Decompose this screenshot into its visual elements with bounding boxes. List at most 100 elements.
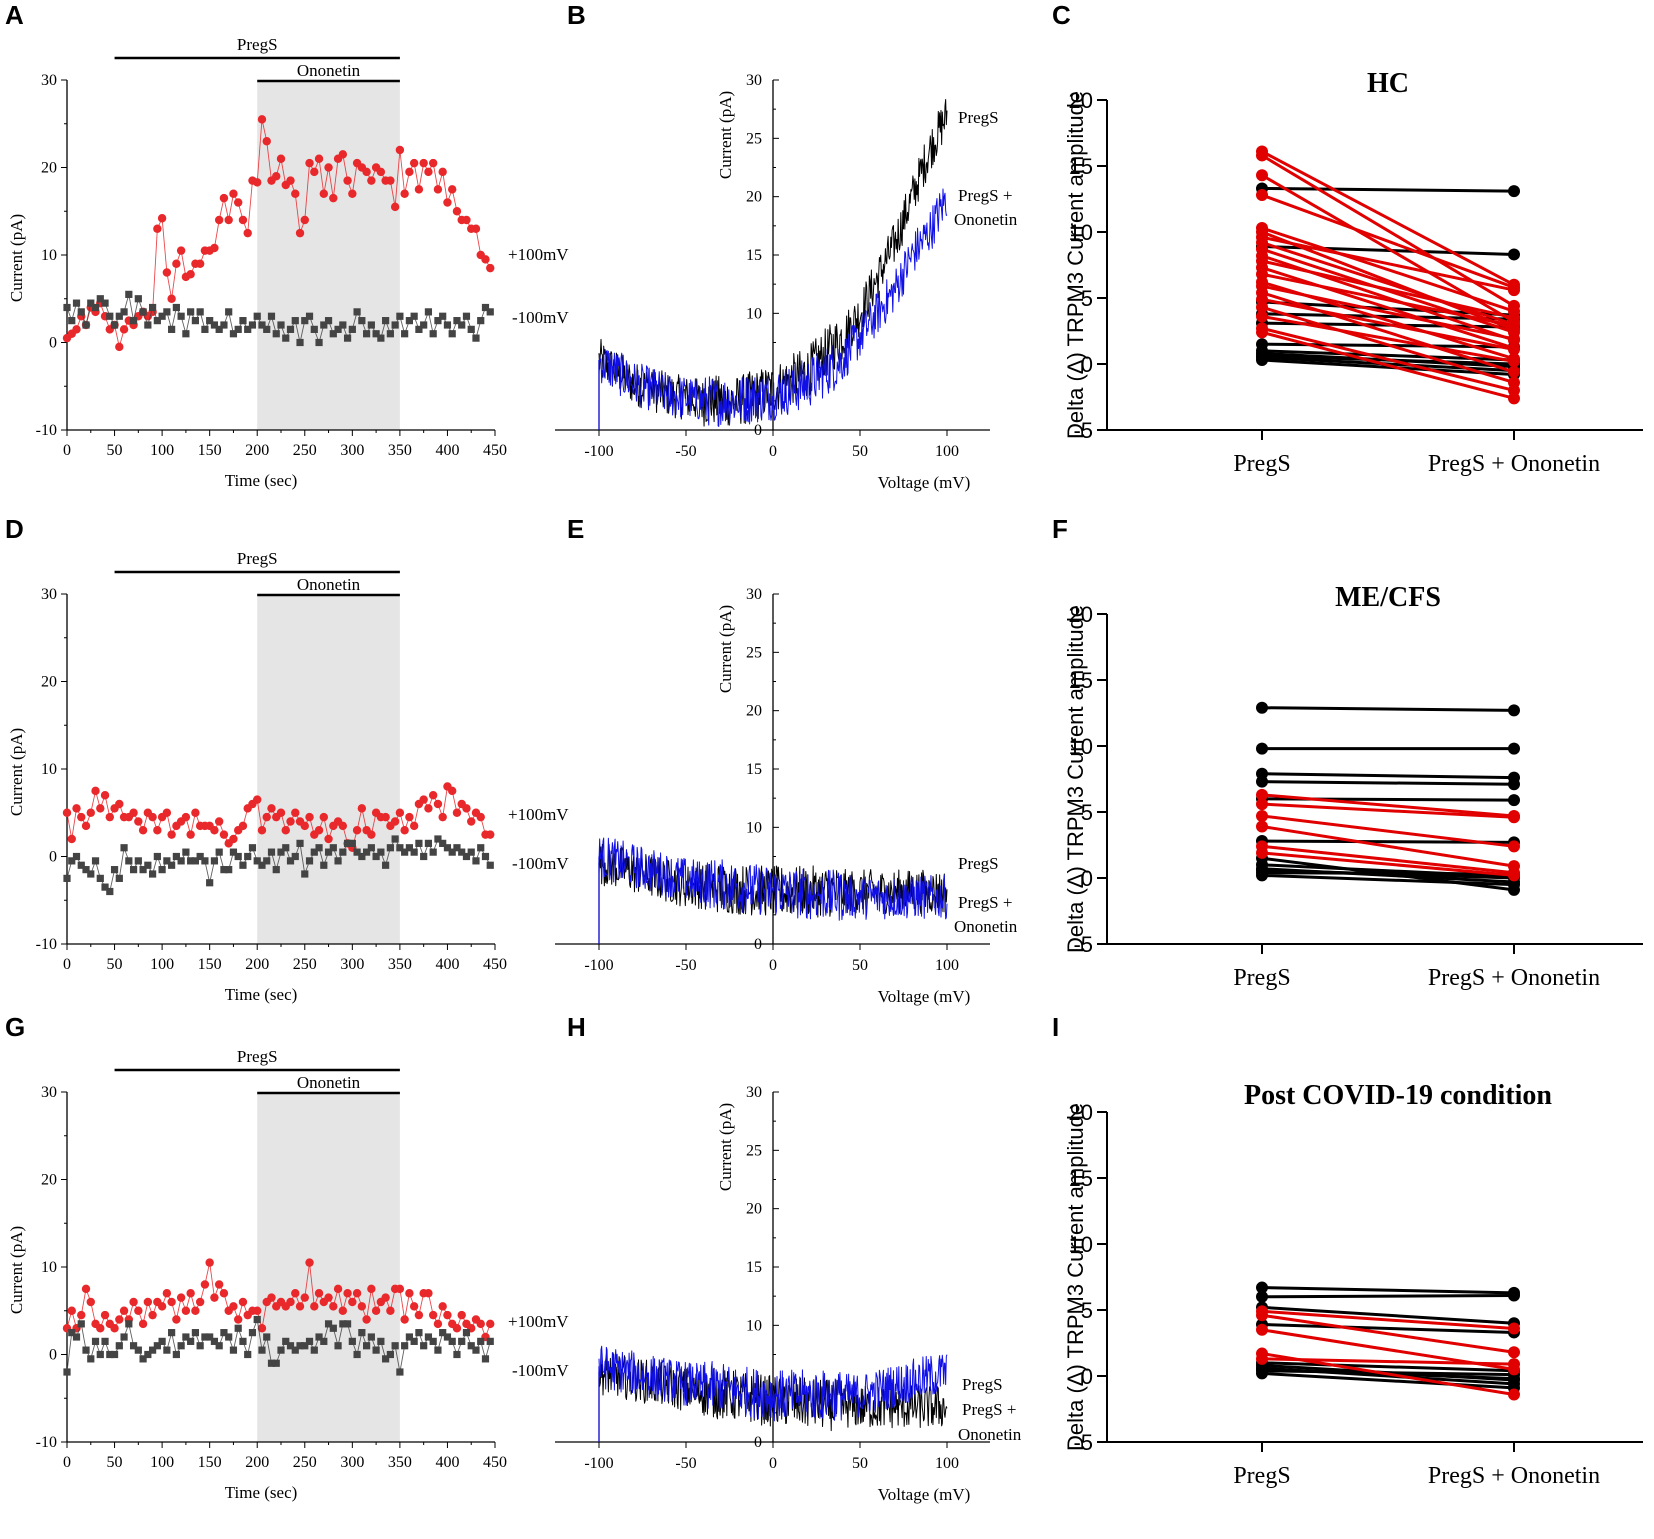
- ononetin-bar-label: Ononetin: [297, 61, 361, 80]
- data-point: [428, 158, 438, 168]
- data-point: [158, 866, 166, 874]
- data-point: [257, 115, 267, 124]
- data-point: [144, 321, 152, 329]
- data-point: [386, 1306, 395, 1315]
- paired-line: [1261, 868, 1515, 880]
- data-point: [267, 804, 276, 813]
- x-tick-label: 50: [107, 1454, 123, 1471]
- data-point: [448, 330, 456, 338]
- data-point: [214, 817, 224, 826]
- data-point: [96, 295, 104, 303]
- data-point: [453, 317, 461, 325]
- y-tick-label: 20: [41, 1172, 57, 1189]
- data-point: [319, 812, 328, 822]
- data-point: [282, 334, 290, 342]
- data-point: [415, 839, 423, 847]
- data-point: [281, 826, 290, 835]
- x-tick-label: 0: [769, 1455, 777, 1472]
- data-point: [258, 321, 266, 329]
- paired-line: [1261, 284, 1515, 341]
- data-point: [352, 1289, 362, 1298]
- data-point: [419, 158, 428, 168]
- data-point: [386, 1350, 394, 1359]
- data-point: [62, 808, 72, 817]
- data-point: [91, 857, 100, 865]
- data-point: [187, 857, 195, 865]
- legend-pregs-ononetin-line1: PregS +: [958, 186, 1012, 205]
- data-point: [391, 835, 399, 843]
- data-point: [181, 1306, 191, 1315]
- y-tick-label: 0: [1081, 866, 1093, 891]
- data-point: [410, 312, 418, 320]
- data-point: [248, 321, 257, 329]
- data-point: [357, 1302, 367, 1311]
- data-point: [196, 308, 204, 316]
- data-point: [405, 812, 414, 822]
- x-tick-label: 200: [245, 956, 269, 973]
- paired-line: [1261, 330, 1515, 400]
- data-point: [110, 1350, 119, 1359]
- data-point: [144, 861, 152, 869]
- data-point: [424, 1289, 433, 1298]
- data-point: [214, 1280, 224, 1289]
- data-point: [96, 804, 105, 813]
- data-point: [420, 321, 428, 329]
- paired-line: [1261, 1323, 1515, 1334]
- paired-line: [1261, 825, 1515, 868]
- panel-label: F: [1052, 514, 1068, 544]
- data-point: [277, 321, 285, 329]
- data-point: [405, 1289, 414, 1298]
- pregs-bar-label: PregS: [237, 35, 278, 54]
- panel-label: E: [567, 514, 584, 544]
- paired-point-ononetin: [1508, 392, 1520, 405]
- data-point: [106, 1350, 114, 1359]
- data-point: [210, 1293, 219, 1302]
- data-point: [234, 1315, 243, 1324]
- x-axis-label: Voltage (mV): [878, 987, 971, 1006]
- x-axis-label: Time (sec): [225, 1483, 298, 1502]
- trace-pregs: [598, 843, 948, 918]
- data-point: [301, 1342, 309, 1350]
- data-point: [129, 1342, 138, 1350]
- paired-line: [1261, 186, 1515, 193]
- paired-line: [1261, 1305, 1515, 1325]
- data-point: [315, 1333, 323, 1341]
- data-point: [477, 1337, 485, 1345]
- data-point: [286, 325, 295, 333]
- paired-line: [1261, 297, 1515, 351]
- data-point: [182, 330, 190, 338]
- paired-point-pregs: [1256, 301, 1268, 314]
- paired-point-pregs: [1256, 1281, 1268, 1294]
- data-point: [333, 1284, 343, 1294]
- data-point: [420, 1342, 428, 1350]
- y-axis-label: Current (pA): [7, 1226, 26, 1314]
- data-point: [201, 857, 209, 865]
- data-point: [300, 215, 309, 225]
- data-point: [324, 834, 333, 844]
- y-tick-label: 25: [746, 1142, 762, 1159]
- y-tick-label: 25: [746, 130, 762, 147]
- paired-line: [1261, 1286, 1515, 1295]
- data-point: [305, 312, 314, 320]
- data-point: [138, 1319, 148, 1329]
- y-tick-label: 20: [1069, 88, 1093, 113]
- data-point: [400, 1315, 409, 1324]
- data-point: [486, 1337, 494, 1345]
- data-point: [434, 1346, 442, 1354]
- data-point: [476, 1319, 485, 1329]
- data-point: [401, 848, 409, 856]
- y-axis-label: Current (pA): [716, 1103, 735, 1191]
- paired-point-pregs: [1256, 326, 1268, 339]
- paired-line: [1261, 193, 1515, 289]
- data-point: [410, 1337, 418, 1345]
- data-point: [187, 1337, 195, 1345]
- data-point: [206, 1333, 214, 1341]
- data-point: [253, 857, 261, 865]
- data-point: [220, 321, 228, 329]
- label-plus100mV: +100mV: [508, 245, 569, 264]
- data-point: [257, 1324, 267, 1333]
- data-point: [177, 857, 185, 865]
- data-point: [263, 325, 271, 333]
- data-point: [144, 1350, 152, 1359]
- panel-label: D: [5, 514, 24, 544]
